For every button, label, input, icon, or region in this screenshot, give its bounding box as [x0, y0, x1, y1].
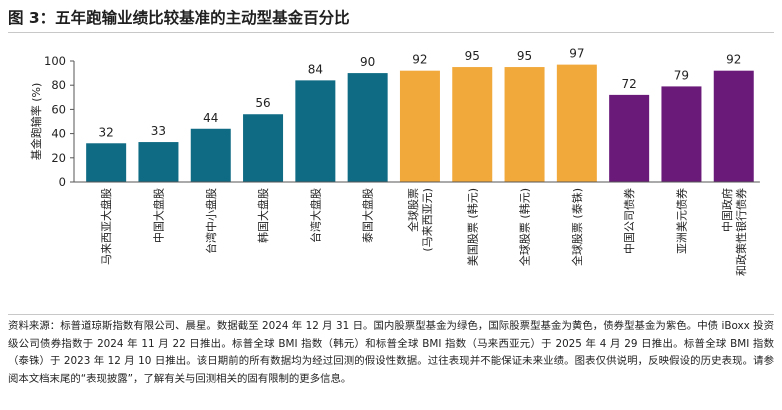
y-tick-label: 100 [44, 54, 66, 68]
bar-value-label: 72 [622, 77, 637, 91]
bar-value-label: 32 [99, 125, 114, 139]
y-axis: 0 20 40 60 80 100 [44, 54, 75, 189]
bar [295, 80, 336, 182]
bar-value-label: 56 [255, 96, 270, 110]
bar-value-label: 33 [151, 124, 166, 138]
x-category-label: 马来西亚大盘股 [99, 188, 113, 265]
x-category-label: 中国政府 [720, 188, 734, 232]
x-category-label: 美国股票 (韩元) [465, 188, 479, 266]
bar-value-label: 97 [569, 47, 584, 61]
x-category-label: (马来西亚元) [421, 188, 434, 252]
y-tick-label: 0 [59, 175, 66, 189]
bar-value-label: 92 [726, 53, 741, 67]
bar [243, 114, 284, 182]
x-category-label: 中国公司债券 [622, 188, 636, 254]
bar [347, 73, 388, 182]
bar [556, 64, 597, 182]
bar [190, 128, 231, 182]
bar [713, 70, 754, 182]
y-tick-label: 20 [51, 151, 66, 165]
y-tick-label: 80 [51, 78, 66, 92]
bar [504, 67, 545, 182]
x-category-label: 泰国大盘股 [361, 188, 375, 243]
bar-value-label: 79 [674, 68, 689, 82]
bars-group [74, 64, 760, 183]
bar [452, 67, 493, 182]
bar [86, 143, 127, 182]
x-category-label: 中国大盘股 [151, 188, 165, 243]
bar-value-label: 84 [308, 62, 323, 76]
x-category-label: 和政策性银行债券 [734, 188, 748, 276]
x-category-label: 全球股票 (泰铢) [570, 188, 584, 266]
x-category-label: 亚洲美元债券 [674, 188, 688, 254]
y-axis-label: 基金跑输率 (%) [29, 83, 43, 161]
bar-value-label: 90 [360, 55, 375, 69]
x-category-label: 全球股票 [406, 188, 420, 232]
bar [661, 86, 702, 182]
x-category-label: 台湾中小盘股 [204, 188, 218, 254]
x-labels-group: 马来西亚大盘股 中国大盘股 台湾中小盘股 韩国大盘股 台湾大盘股 泰国大盘股 全球股票 (马来… [99, 188, 748, 276]
x-category-label: 全球股票 (韩元) [518, 188, 532, 266]
bar [138, 142, 179, 182]
x-category-label: 韩国大盘股 [256, 188, 270, 243]
source-note: 资料来源：标普道琼斯指数有限公司、晨星。数据截至 2024 年 12 月 31 … [8, 320, 774, 385]
bar-value-label: 95 [517, 49, 532, 63]
bar [399, 70, 440, 182]
source-divider [8, 314, 774, 315]
bar [609, 94, 650, 182]
title-divider [8, 32, 774, 33]
bar-value-label: 44 [203, 111, 218, 125]
x-category-label: 台湾大盘股 [308, 188, 322, 243]
bar-value-label: 95 [465, 49, 480, 63]
y-tick-label: 60 [51, 102, 66, 116]
value-labels-group: 32 33 44 56 84 90 92 95 95 97 72 79 92 [99, 47, 742, 140]
bar-value-label: 92 [412, 53, 427, 67]
chart-title: 图 3：五年跑输业绩比较基准的主动型基金百分比 [8, 9, 350, 27]
y-tick-label: 40 [51, 127, 66, 141]
